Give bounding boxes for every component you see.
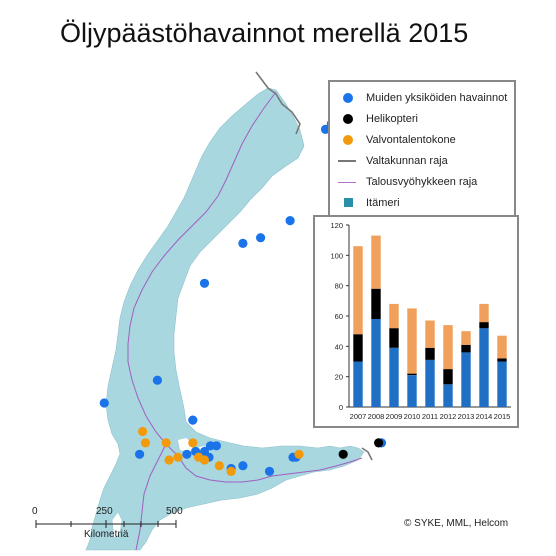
bar-segment [407, 375, 417, 407]
observation-marker-aircraft [138, 426, 148, 437]
observation-marker-other [211, 441, 221, 451]
purple-line-icon [338, 182, 356, 183]
bar-segment [425, 360, 435, 407]
x-tick-label: 2015 [494, 412, 511, 421]
bar-segment [389, 303, 399, 329]
observation-marker-other [99, 398, 109, 408]
grey-line-icon [338, 160, 356, 162]
bar-segment [497, 335, 507, 359]
y-tick-label: 100 [330, 251, 343, 260]
x-tick-label: 2009 [386, 412, 403, 421]
legend-item-national-border: Valtakunnan raja [338, 153, 448, 169]
observation-marker-aircraft [226, 466, 236, 476]
bar-segment [443, 369, 453, 385]
observation-marker-other [256, 233, 266, 243]
observation-marker-other [188, 415, 198, 425]
bar-segment [461, 352, 471, 407]
y-tick-label: 80 [335, 282, 343, 291]
observation-marker-other [238, 238, 248, 248]
legend-item-helicopter: Helikopteri [338, 111, 418, 127]
observation-marker-aircraft [161, 438, 171, 448]
observation-marker-other [182, 449, 192, 459]
scale-tick-0: 0 [32, 506, 38, 517]
x-tick-label: 2010 [404, 412, 421, 421]
bar-segment [389, 347, 399, 407]
bar-segment [353, 361, 363, 407]
bar-segment [497, 358, 507, 362]
blue-dot-icon [343, 93, 353, 103]
observation-marker-other [152, 375, 162, 385]
y-tick-label: 60 [335, 312, 343, 321]
bar-segment [371, 288, 381, 319]
observation-marker-aircraft [188, 438, 198, 448]
x-tick-label: 2012 [440, 412, 457, 421]
bar-segment [425, 320, 435, 348]
observation-marker-aircraft [199, 455, 210, 465]
legend-item-eez: Talousvyöhykkeen raja [338, 174, 477, 190]
legend-item-baltic: Itämeri [338, 195, 400, 211]
y-tick-label: 120 [330, 221, 343, 230]
map-legend: Muiden yksiköiden havainnot Helikopteri … [328, 80, 516, 218]
eez-boundary [127, 91, 363, 483]
teal-square-icon [344, 198, 353, 207]
bar-segment [407, 308, 417, 374]
observation-marker-other [285, 216, 295, 226]
scale-bar: 0 250 500 Kilometriä [30, 506, 220, 546]
bar-segment [479, 303, 489, 323]
x-tick-label: 2007 [350, 412, 367, 421]
legend-item-other-units: Muiden yksiköiden havainnot [338, 90, 507, 106]
observation-marker-helicopter [338, 449, 348, 459]
copyright-credit: © SYKE, MML, Helcom [404, 518, 509, 529]
observation-marker-other [264, 466, 275, 476]
legend-item-aircraft: Valvontalentokone [338, 132, 456, 148]
bar-segment [353, 246, 363, 335]
bar-segment [461, 344, 471, 353]
orange-dot-icon [343, 135, 353, 145]
observation-marker-aircraft [173, 452, 183, 462]
y-tick-label: 20 [335, 373, 343, 382]
y-tick-label: 0 [339, 403, 343, 412]
x-tick-label: 2011 [422, 412, 438, 421]
observation-marker-other [135, 449, 145, 459]
bar-segment [443, 384, 453, 408]
bar-segment [443, 325, 453, 370]
stacked-bar-chart: 0 20 40 60 80 100 120 2007 2008 2009 2010 2011 2012 2… [313, 215, 519, 428]
observation-markers [99, 119, 387, 476]
bar-segment [353, 334, 363, 362]
observation-marker-aircraft [214, 461, 224, 471]
bar-segment [497, 361, 507, 407]
x-tick-label: 2014 [476, 412, 493, 421]
observation-marker-aircraft [164, 455, 174, 465]
bar-segment [479, 328, 489, 407]
scale-unit: Kilometriä [84, 529, 129, 540]
observation-marker-aircraft [294, 449, 304, 459]
observation-marker-other [238, 461, 248, 471]
black-dot-icon [343, 114, 353, 124]
bar-segment [425, 347, 435, 360]
observation-marker-aircraft [140, 438, 151, 448]
scale-tick-250: 250 [96, 506, 113, 517]
bar-segment [371, 235, 381, 289]
bar-segment [371, 319, 381, 407]
x-tick-label: 2013 [458, 412, 475, 421]
x-tick-label: 2008 [368, 412, 385, 421]
scale-tick-500: 500 [166, 506, 183, 517]
observation-marker-other [199, 278, 210, 288]
map-title: Öljypäästöhavainnot merellä 2015 [60, 18, 469, 48]
observation-marker-other [320, 124, 331, 134]
sea-area [85, 87, 365, 551]
bar-segment [389, 328, 399, 348]
bar-segment [407, 373, 417, 376]
y-tick-label: 40 [335, 342, 343, 351]
observation-marker-helicopter [374, 438, 384, 448]
national-border [255, 71, 301, 135]
bar-segment [479, 322, 489, 329]
bar-segment [461, 331, 471, 345]
